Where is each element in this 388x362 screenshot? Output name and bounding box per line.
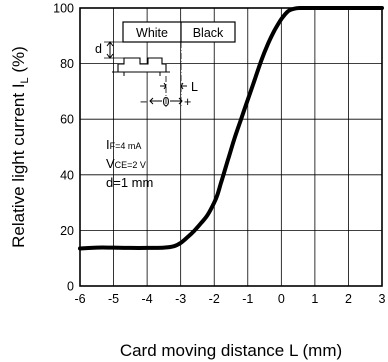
direction-arrow-right-icon — [178, 97, 183, 105]
zero-marker: 0 — [163, 95, 170, 109]
direction-arrow-left-icon — [149, 97, 154, 105]
l-arrow-icon — [160, 82, 187, 90]
y-tick-label: 80 — [60, 57, 74, 71]
y-tick-label: 20 — [60, 224, 74, 238]
y-axis-title: Relative light current IL (%) — [9, 46, 31, 248]
plus-sign: + — [184, 95, 191, 109]
card-black-region — [180, 21, 236, 43]
x-tick-label: 2 — [345, 292, 352, 306]
series-line — [78, 5, 384, 251]
minus-sign: − — [140, 95, 147, 109]
x-axis-title: Card moving distance L (mm) — [120, 341, 342, 360]
x-tick-label: -4 — [142, 292, 153, 306]
card-inset-diagram: White Black d L − 0 + — [95, 21, 236, 109]
condition-if: IF=4 mA — [106, 137, 141, 152]
x-tick-label: 3 — [379, 292, 386, 306]
sensor-body-icon — [117, 57, 167, 73]
condition-vce: VCE=2 V — [106, 156, 146, 171]
x-tick-label: 1 — [311, 292, 318, 306]
y-tick-label: 60 — [60, 113, 74, 127]
test-conditions: IF=4 mA VCE=2 V d=1 mm — [106, 137, 153, 190]
x-tick-label: -1 — [242, 292, 253, 306]
d-label: d — [95, 42, 102, 56]
plot-frame — [79, 7, 383, 287]
x-tick-label: -5 — [108, 292, 119, 306]
condition-d: d=1 mm — [106, 175, 153, 190]
x-tick-label: 0 — [278, 292, 285, 306]
y-tick-label: 100 — [53, 2, 74, 16]
l-label: L — [191, 80, 198, 94]
tick-labels: -6 -5 -4 -3 -2 -1 0 1 2 3 0 20 40 60 80 100 — [53, 2, 385, 307]
y-tick-label: 0 — [67, 280, 74, 294]
y-tick-label: 40 — [60, 168, 74, 182]
x-tick-label: -6 — [74, 292, 85, 306]
x-tick-label: -2 — [209, 292, 220, 306]
white-label: White — [136, 26, 168, 40]
black-label: Black — [193, 26, 224, 40]
x-tick-label: -3 — [175, 292, 186, 306]
